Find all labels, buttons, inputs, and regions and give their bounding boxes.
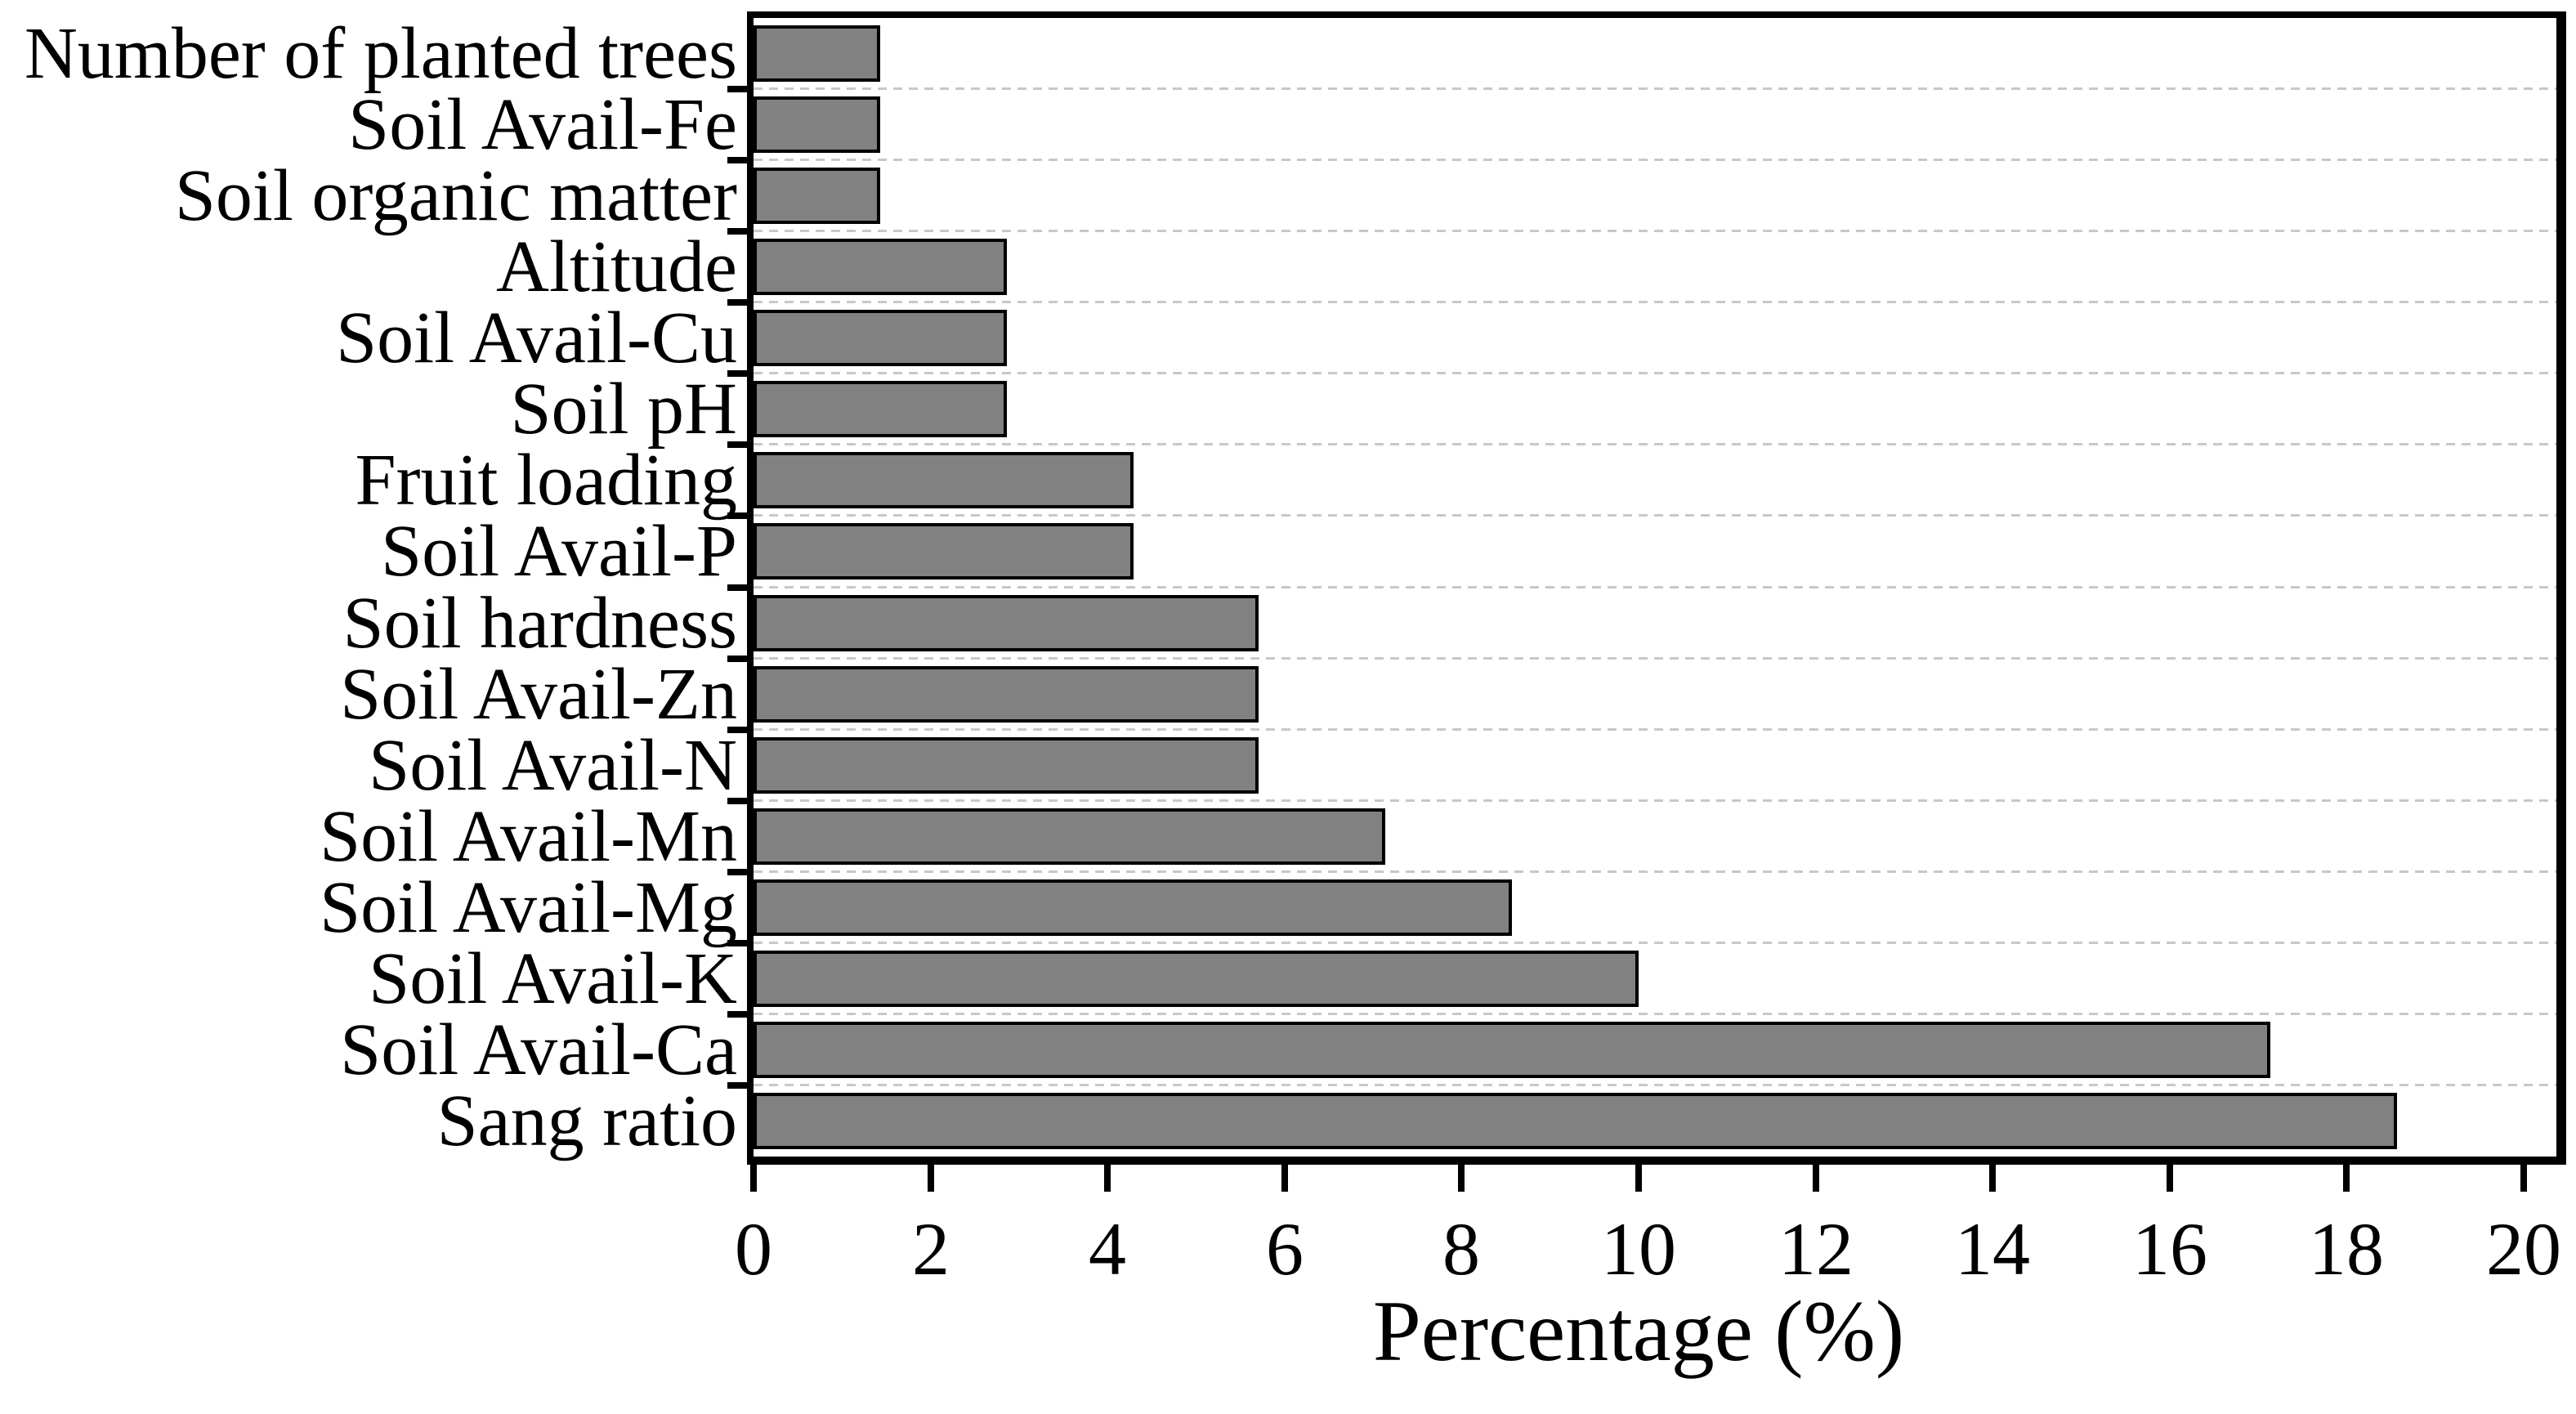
bar-soil-avail-p — [754, 523, 1134, 579]
y-axis-tick — [727, 299, 747, 306]
x-axis-tick-label: 12 — [1778, 1207, 1854, 1291]
category-label: Sang ratio — [436, 1081, 737, 1161]
bar-soil-hardness — [754, 595, 1259, 651]
gridline — [754, 443, 2556, 445]
bar-soil-avail-ca — [754, 1022, 2270, 1078]
x-axis-tick — [1458, 1165, 1465, 1192]
category-label: Soil Avail-P — [381, 511, 737, 592]
y-axis-tick — [727, 727, 747, 733]
x-axis-title: Percentage (%) — [1372, 1283, 1905, 1379]
category-label: Soil pH — [510, 369, 737, 450]
y-axis-tick — [727, 656, 747, 662]
category-label: Soil Avail-Mg — [320, 867, 737, 948]
plot-area — [747, 11, 2566, 1165]
x-axis-tick-label: 14 — [1955, 1207, 2030, 1291]
gridline — [754, 230, 2556, 232]
gridline — [754, 942, 2556, 944]
gridline — [754, 1084, 2556, 1086]
gridline — [754, 870, 2556, 873]
y-axis-tick — [727, 798, 747, 804]
bar-soil-avail-mn — [754, 808, 1385, 865]
x-axis-tick — [1281, 1165, 1288, 1192]
bar-altitude — [754, 239, 1007, 295]
x-axis-tick-label: 16 — [2132, 1207, 2207, 1291]
y-axis-tick — [727, 1082, 747, 1089]
bar-sang-ratio — [754, 1093, 2397, 1149]
bar-soil-avail-n — [754, 737, 1259, 794]
x-axis-tick — [750, 1165, 757, 1192]
bar-soil-avail-mg — [754, 879, 1512, 936]
bar-soil-organic-matter — [754, 168, 880, 224]
y-axis-tick — [727, 86, 747, 92]
y-axis-tick — [727, 869, 747, 875]
gridline — [754, 728, 2556, 731]
bar-soil-avail-k — [754, 951, 1639, 1007]
x-axis-tick — [928, 1165, 934, 1192]
y-axis-tick — [727, 228, 747, 235]
gridline — [754, 799, 2556, 802]
bar-soil-ph — [754, 381, 1007, 437]
x-axis-tick-label: 4 — [1089, 1207, 1126, 1291]
bar-soil-avail-zn — [754, 666, 1259, 723]
x-axis-tick-label: 18 — [2309, 1207, 2384, 1291]
category-label: Fruit loading — [355, 440, 738, 521]
gridline — [754, 657, 2556, 660]
gridline — [754, 301, 2556, 303]
y-axis-tick — [727, 441, 747, 448]
category-label: Soil Avail-Mn — [320, 796, 737, 877]
gridline — [754, 372, 2556, 374]
category-label: Soil Avail-K — [369, 938, 737, 1019]
x-axis-tick-label: 8 — [1442, 1207, 1480, 1291]
x-axis-tick-label: 0 — [735, 1207, 772, 1291]
y-axis-tick — [727, 1011, 747, 1018]
x-axis-tick — [1104, 1165, 1111, 1192]
gridline — [754, 514, 2556, 517]
y-axis-tick — [727, 512, 747, 519]
category-label: Soil Avail-Ca — [340, 1009, 737, 1090]
x-axis-tick-label: 10 — [1601, 1207, 1676, 1291]
category-label: Number of planted trees — [24, 13, 737, 94]
x-axis-tick — [1635, 1165, 1642, 1192]
x-axis-tick-label: 6 — [1266, 1207, 1304, 1291]
category-label: Altitude — [496, 226, 737, 307]
bar-number-of-planted-trees — [754, 25, 880, 82]
y-axis-tick — [727, 157, 747, 163]
y-axis-tick — [727, 370, 747, 377]
x-axis-tick — [2343, 1165, 2350, 1192]
x-axis-tick — [2520, 1165, 2527, 1192]
category-label: Soil Avail-Fe — [348, 84, 737, 165]
bar-fruit-loading — [754, 452, 1134, 508]
bar-soil-avail-cu — [754, 310, 1007, 366]
category-label: Soil hardness — [342, 583, 737, 664]
category-label: Soil Avail-Zn — [340, 654, 737, 735]
x-axis-tick — [1813, 1165, 1819, 1192]
gridline — [754, 87, 2556, 90]
x-axis-tick — [1989, 1165, 1996, 1192]
y-axis-tick — [727, 584, 747, 591]
x-axis-tick — [2167, 1165, 2173, 1192]
gridline — [754, 159, 2556, 161]
category-label: Soil Avail-Cu — [336, 298, 737, 378]
y-axis-tick — [727, 940, 747, 946]
category-label: Soil Avail-N — [369, 725, 737, 806]
gridline — [754, 1013, 2556, 1015]
bar-soil-avail-fe — [754, 96, 880, 153]
x-axis-tick-label: 20 — [2486, 1207, 2561, 1291]
gridline — [754, 586, 2556, 588]
category-label: Soil organic matter — [174, 155, 737, 236]
x-axis-tick-label: 2 — [912, 1207, 950, 1291]
